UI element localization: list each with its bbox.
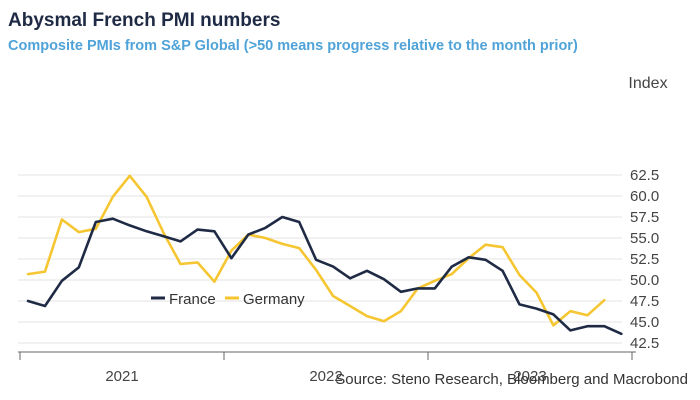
gridlines [18,174,622,344]
y-axis: 62.5 60.0 57.5 55.0 52.5 50.0 47.5 45.0 42.5 [630,167,659,352]
chart-title: Abysmal French PMI numbers [8,10,281,31]
source-note: Source: Steno Research, Bloomberg and Ma… [335,371,688,388]
legend: France Germany [151,291,305,308]
x-tick-label: 2022 [309,368,342,385]
y-tick-label: 50.0 [630,272,659,289]
x-tick-label: 2023 [513,368,546,385]
y-axis-label: Index [628,75,667,92]
y-tick-label: 45.0 [630,314,659,331]
y-tick-label: 57.5 [630,209,659,226]
y-tick-label: 62.5 [630,167,659,184]
x-tick-label: 2021 [105,368,138,385]
x-axis: 2021 2022 2023 [18,351,636,385]
series-line-germany [26,174,606,327]
series-line-france [26,215,623,336]
y-tick-label: 55.0 [630,230,659,247]
chart-subtitle: Composite PMIs from S&P Global (>50 mean… [8,38,578,54]
legend-label-france: France [169,291,216,308]
y-tick-label: 42.5 [630,335,659,352]
y-tick-label: 47.5 [630,293,659,310]
y-tick-label: 60.0 [630,188,659,205]
legend-label-germany: Germany [243,291,305,308]
series-lines [26,174,623,336]
y-tick-label: 52.5 [630,251,659,268]
